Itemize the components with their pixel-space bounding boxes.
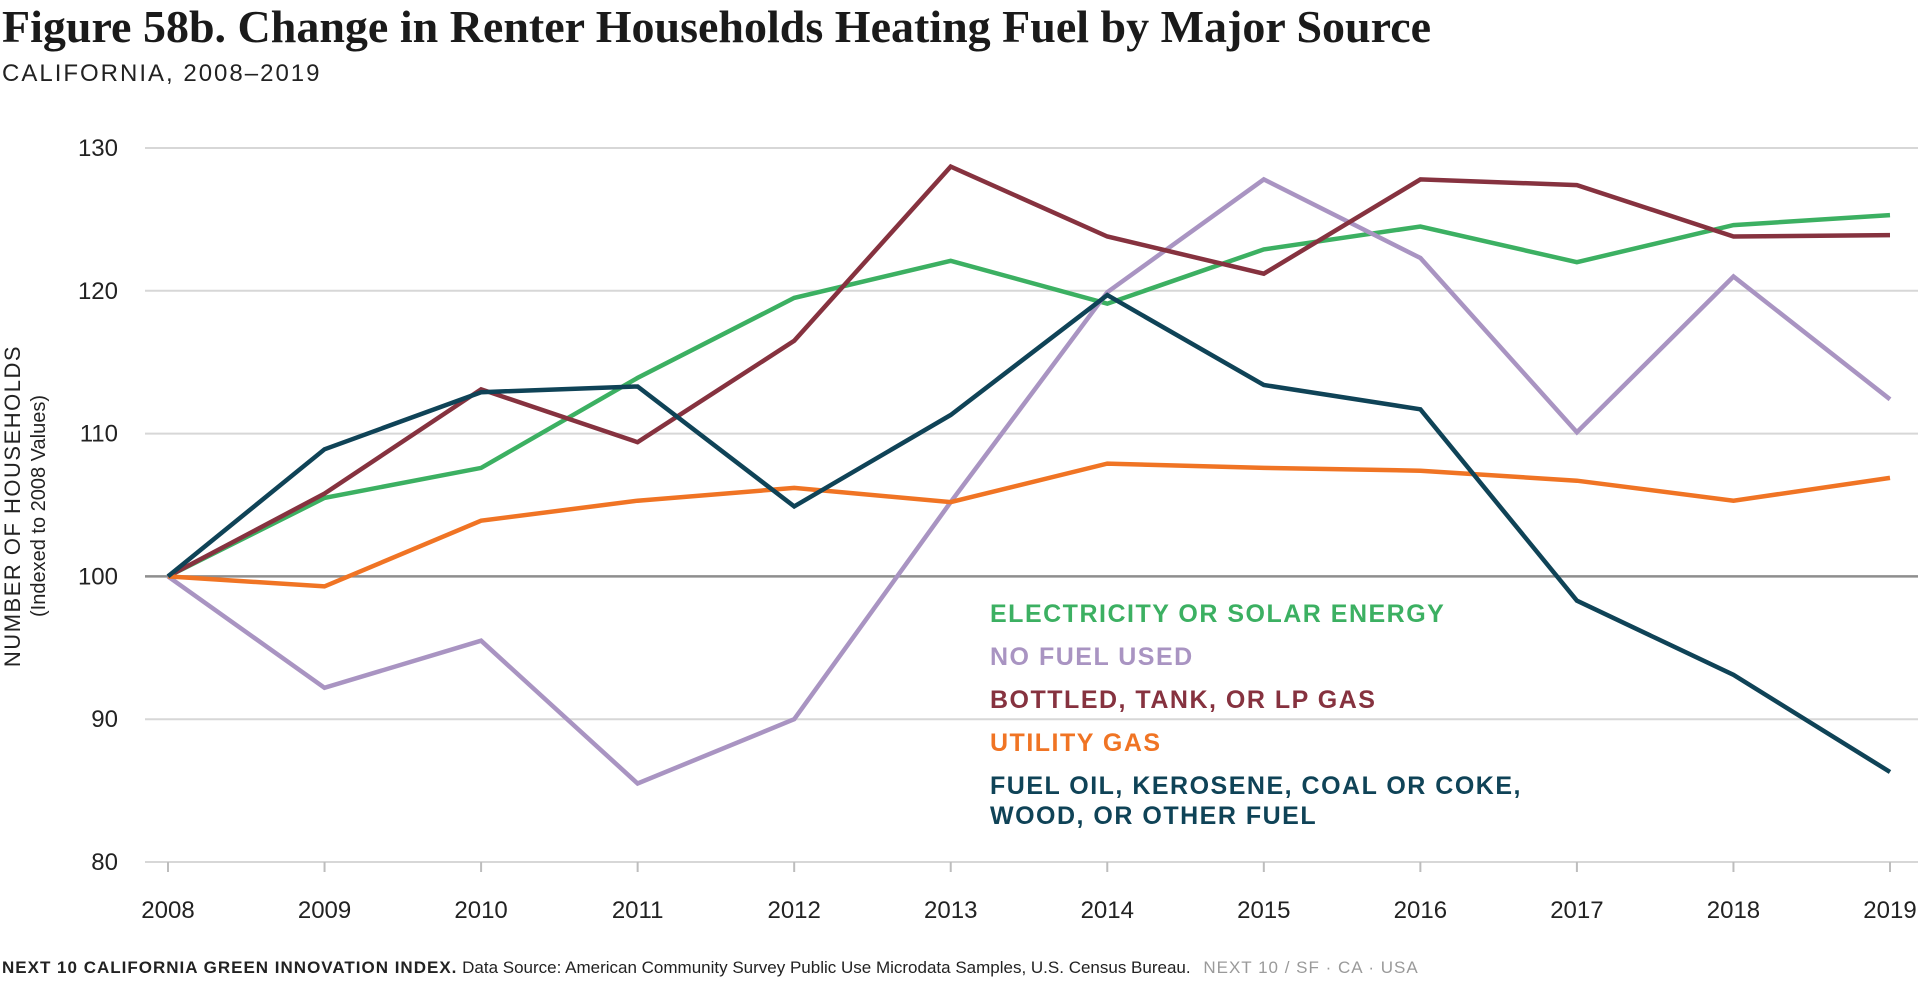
y-axis-label: NUMBER OF HOUSEHOLDS <box>0 345 25 667</box>
x-tick-label: 2019 <box>1863 897 1916 924</box>
y-tick-label: 120 <box>78 278 118 305</box>
y-tick-label: 110 <box>80 421 118 448</box>
legend: ELECTRICITY OR SOLAR ENERGY NO FUEL USED B… <box>990 600 1522 830</box>
chart-title: Figure 58b. Change in Renter Households … <box>2 1 1432 52</box>
series-line-utility-gas <box>167 461 1891 589</box>
x-tick-label: 2010 <box>454 897 507 924</box>
legend-item: FUEL OIL, KEROSENE, COAL OR COKE, WOOD, O… <box>990 772 1522 830</box>
legend-item: BOTTLED, TANK, OR LP GAS <box>990 686 1376 714</box>
x-tick-label: 2017 <box>1550 897 1603 924</box>
legend-item: NO FUEL USED <box>990 643 1194 671</box>
x-tick-label: 2014 <box>1081 897 1134 924</box>
y-tick-label: 100 <box>78 563 118 590</box>
footer-source: Data Source: American Community Survey P… <box>462 958 1191 977</box>
footer: NEXT 10 CALIFORNIA GREEN INNOVATION INDE… <box>2 958 1419 978</box>
series-line-electricity-or-solar-energy <box>166 212 1891 579</box>
y-tick-labels: 80 90 100 110 120 130 <box>78 135 118 876</box>
x-tick-label: 2012 <box>767 897 820 924</box>
x-tick-label: 2011 <box>612 897 664 924</box>
x-tick-labels: 2008 2009 2010 2011 2012 2013 2014 2015 2016 2017… <box>141 862 1917 924</box>
series-line-no-fuel-used <box>166 176 1892 787</box>
x-tick-label: 2008 <box>141 897 194 924</box>
y-tick-label: 90 <box>91 706 118 733</box>
y-tick-label: 80 <box>91 849 118 876</box>
series-lines <box>166 163 1892 787</box>
gridlines <box>145 147 1918 863</box>
y-axis-sublabel: (Indexed to 2008 Values) <box>28 395 50 617</box>
x-tick-label: 2016 <box>1394 897 1447 924</box>
footer-tag: NEXT 10 / SF · CA · USA <box>1203 958 1419 977</box>
legend-item: ELECTRICITY OR SOLAR ENERGY <box>990 600 1445 628</box>
x-tick-label: 2009 <box>298 897 351 924</box>
legend-item: UTILITY GAS <box>990 729 1162 757</box>
x-tick-label: 2018 <box>1707 897 1760 924</box>
x-tick-label: 2013 <box>924 897 977 924</box>
y-tick-label: 130 <box>78 135 118 162</box>
chart-subtitle: CALIFORNIA, 2008–2019 <box>2 60 322 87</box>
series-line-fuel-oil-kerosene-coal-or-coke-wood-or-other-fuel <box>166 292 1892 774</box>
footer-brand: NEXT 10 CALIFORNIA GREEN INNOVATION INDE… <box>2 958 458 977</box>
x-tick-label: 2015 <box>1237 897 1290 924</box>
series-line-bottled-tank-or-lp-gas <box>166 163 1891 579</box>
